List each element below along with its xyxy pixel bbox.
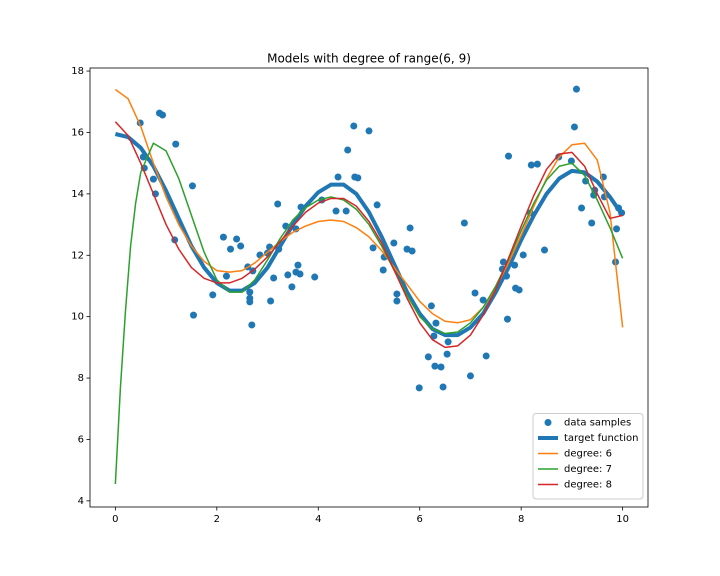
legend-label: degree: 7 xyxy=(564,464,612,475)
data-point xyxy=(432,319,440,327)
data-point xyxy=(149,175,157,183)
data-point xyxy=(515,286,523,294)
y-tick-label: 16 xyxy=(71,127,84,138)
series-line xyxy=(114,121,623,349)
data-point xyxy=(444,338,452,346)
data-point xyxy=(354,174,362,182)
plot-area xyxy=(114,85,626,485)
data-point xyxy=(270,274,278,282)
data-point xyxy=(567,157,575,165)
data-point xyxy=(572,85,580,93)
chart-title: Models with degree of range(6, 9) xyxy=(267,52,471,66)
data-point xyxy=(332,207,340,215)
data-point xyxy=(390,239,398,247)
legend-label: degree: 6 xyxy=(564,449,612,460)
data-point xyxy=(482,352,490,360)
data-point xyxy=(519,251,527,259)
data-point xyxy=(222,272,230,280)
data-point xyxy=(431,362,439,370)
data-point xyxy=(443,350,451,358)
data-point xyxy=(503,315,511,323)
data-point xyxy=(233,235,241,243)
x-tick-label: 0 xyxy=(112,514,118,525)
data-point xyxy=(373,201,381,209)
data-point xyxy=(393,297,401,305)
data-point xyxy=(227,245,235,253)
data-point xyxy=(342,207,350,215)
data-point xyxy=(588,219,596,227)
data-point xyxy=(505,152,512,160)
data-point xyxy=(466,372,474,380)
legend-marker xyxy=(544,419,552,426)
data-point xyxy=(209,291,217,299)
data-point xyxy=(159,111,167,119)
data-point xyxy=(430,332,438,340)
y-tick-label: 8 xyxy=(78,373,84,384)
data-point xyxy=(237,242,245,250)
data-point xyxy=(511,261,519,269)
legend-label: degree: 8 xyxy=(564,480,612,491)
data-point xyxy=(365,127,373,135)
x-tick-label: 6 xyxy=(417,514,423,525)
data-point xyxy=(296,270,304,278)
data-point xyxy=(189,311,197,319)
data-point xyxy=(406,224,414,232)
series-line xyxy=(114,132,625,338)
data-point xyxy=(284,271,292,279)
data-point xyxy=(533,160,541,168)
data-point xyxy=(415,384,423,392)
data-point xyxy=(408,247,416,255)
data-point xyxy=(219,233,227,241)
data-point xyxy=(578,204,586,212)
y-tick-label: 14 xyxy=(71,189,84,200)
axes-frame xyxy=(89,67,649,508)
data-point xyxy=(294,261,302,269)
data-point xyxy=(613,225,621,233)
legend-box xyxy=(532,413,644,500)
data-point xyxy=(437,363,445,371)
y-tick-label: 10 xyxy=(71,312,84,323)
x-tick-label: 2 xyxy=(214,514,220,525)
data-point xyxy=(393,290,401,298)
legend-label: target function xyxy=(564,433,638,444)
series-line xyxy=(114,88,624,328)
data-point xyxy=(274,200,282,208)
data-point xyxy=(267,297,275,305)
data-point xyxy=(246,288,254,296)
data-point xyxy=(350,122,358,130)
x-tick-label: 8 xyxy=(518,514,524,525)
data-point xyxy=(288,283,296,291)
data-point xyxy=(570,123,578,131)
data-point xyxy=(311,273,319,281)
x-tick-label: 10 xyxy=(616,514,629,525)
data-point xyxy=(479,296,487,304)
y-tick-label: 4 xyxy=(78,496,84,507)
data-point xyxy=(439,383,447,391)
data-point xyxy=(424,353,432,361)
data-point xyxy=(379,266,387,274)
data-point xyxy=(248,321,256,329)
data-point xyxy=(460,219,468,227)
y-tick-label: 12 xyxy=(71,250,84,261)
data-point xyxy=(499,258,507,266)
data-point xyxy=(527,161,535,169)
data-point xyxy=(369,244,377,252)
x-tick-label: 4 xyxy=(315,514,321,525)
data-point xyxy=(266,243,274,251)
data-point xyxy=(541,246,549,254)
data-point xyxy=(172,140,180,148)
data-point xyxy=(471,289,479,297)
legend-label: data samples xyxy=(564,418,631,429)
data-point xyxy=(344,146,352,154)
y-tick-label: 6 xyxy=(78,434,84,445)
data-point xyxy=(246,298,254,306)
data-point xyxy=(188,182,196,190)
series-line xyxy=(114,142,624,485)
data-point xyxy=(334,173,342,181)
data-point xyxy=(427,302,435,310)
y-tick-label: 18 xyxy=(71,66,84,77)
